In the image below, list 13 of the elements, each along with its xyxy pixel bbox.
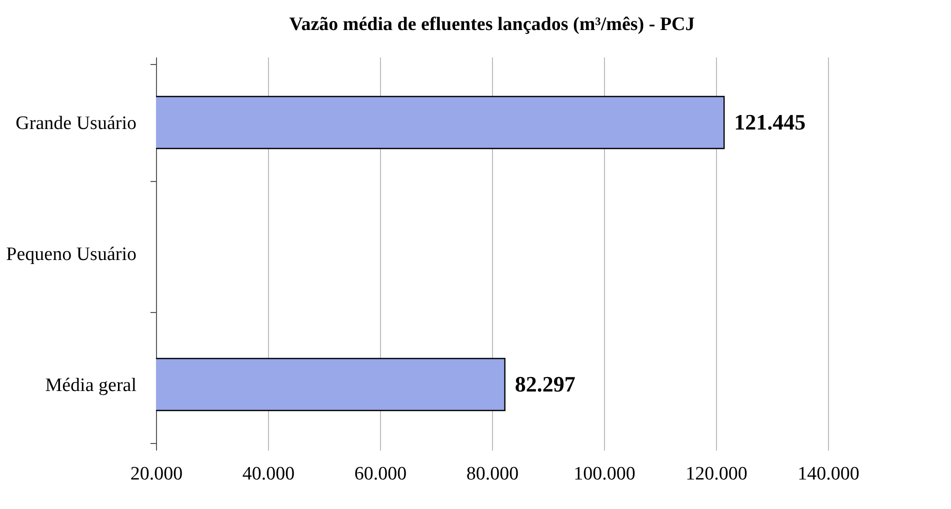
y-tick-label: Média geral xyxy=(45,375,136,396)
chart-title: Vazão média de efluentes lançados (m³/mês) - PCJ xyxy=(289,14,695,35)
x-tick-label: 100.000 xyxy=(574,464,636,484)
x-tick-label: 20.000 xyxy=(130,464,183,484)
data-label: 121.445 xyxy=(734,110,806,134)
x-tick-label: 140.000 xyxy=(798,464,860,484)
x-tick-label: 80.000 xyxy=(466,464,519,484)
x-tick-label: 120.000 xyxy=(686,464,748,484)
y-tick-label: Pequeno Usuário xyxy=(6,244,136,265)
y-tick-label: Grande Usuário xyxy=(16,113,136,134)
x-tick-label: 40.000 xyxy=(242,464,295,484)
x-tick-label: 60.000 xyxy=(354,464,407,484)
data-label: 82.297 xyxy=(514,372,576,396)
